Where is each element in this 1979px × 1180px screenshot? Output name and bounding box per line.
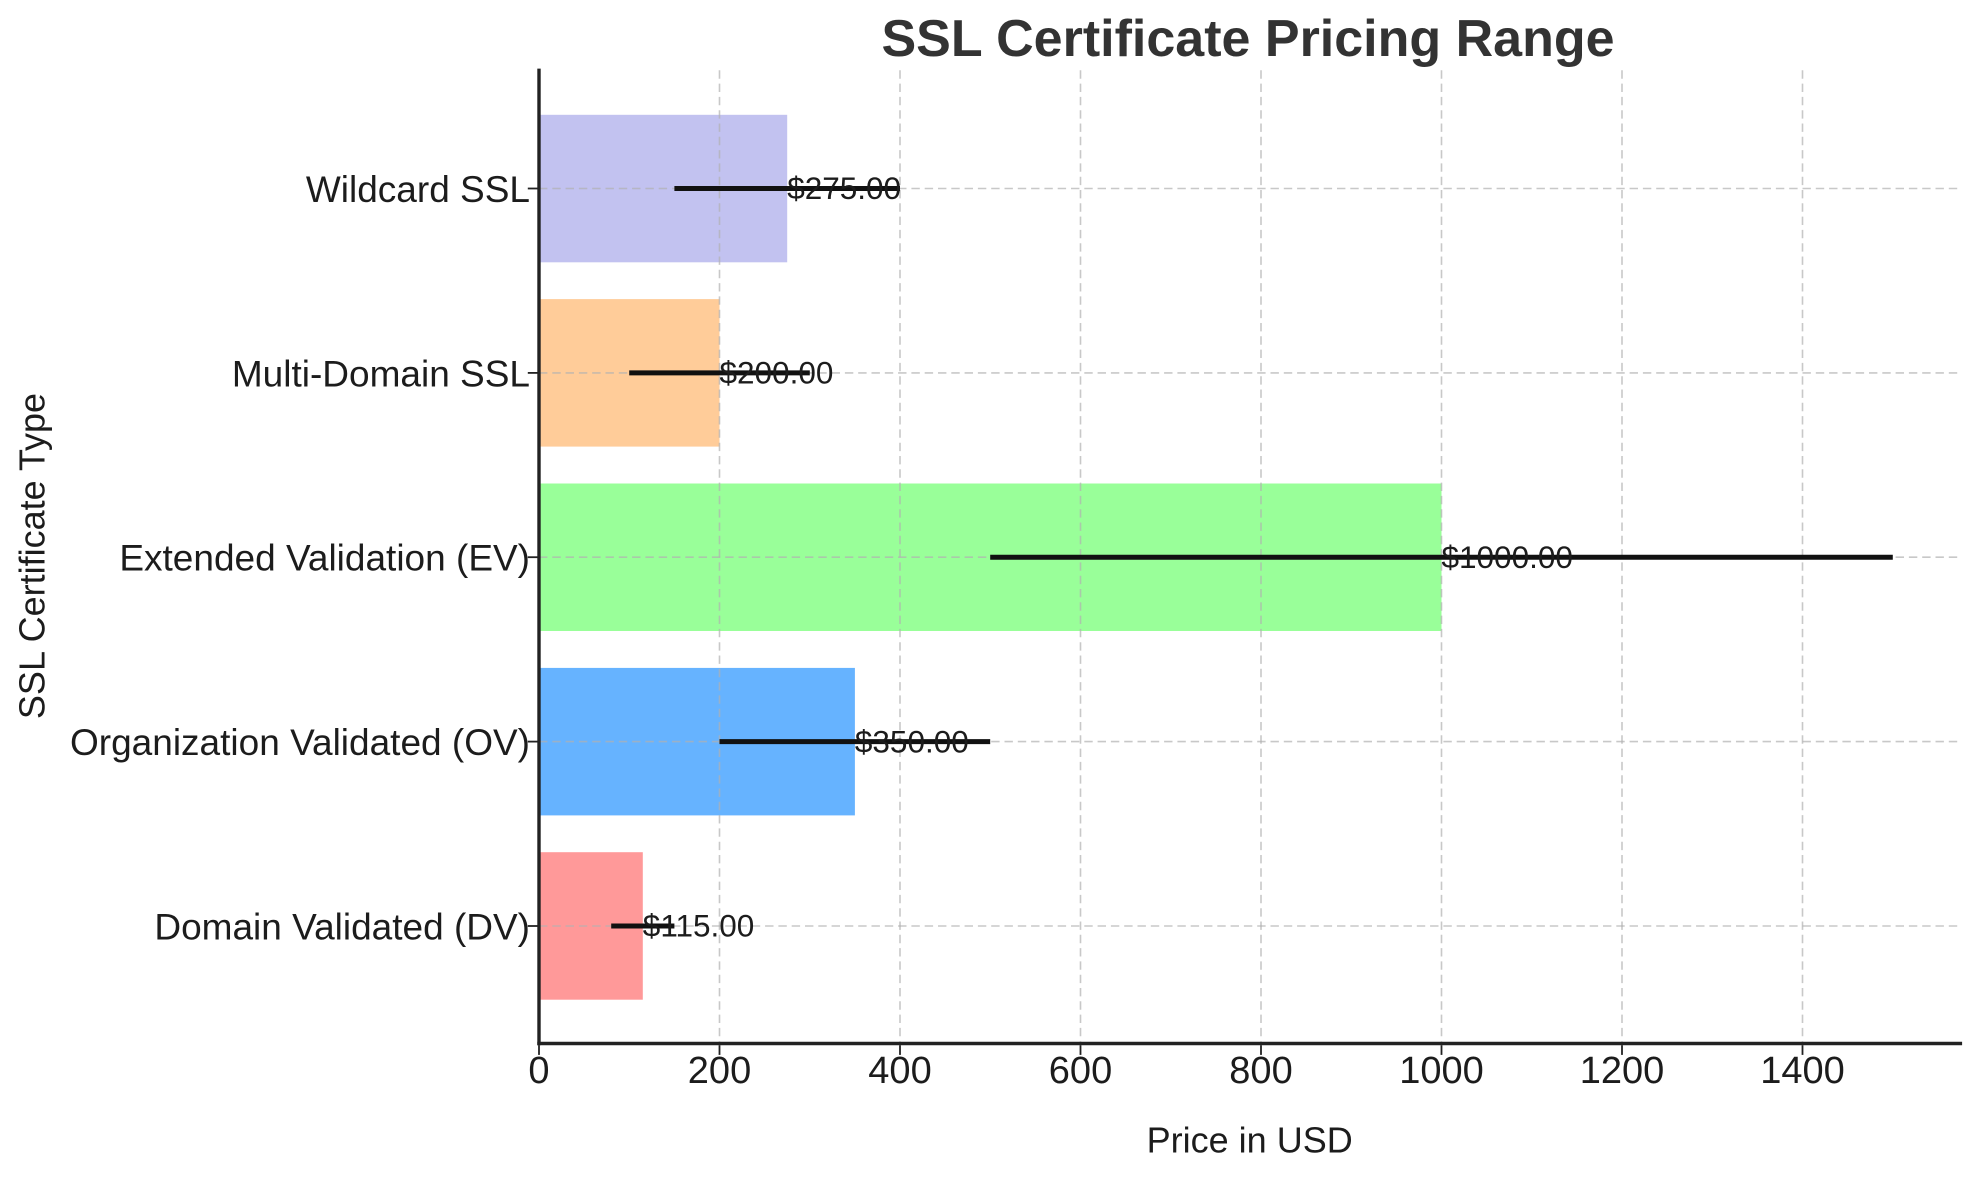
svg-text:1200: 1200 xyxy=(1580,1050,1665,1092)
svg-text:400: 400 xyxy=(868,1050,931,1092)
svg-text:0: 0 xyxy=(528,1050,549,1092)
svg-text:Multi-Domain SSL: Multi-Domain SSL xyxy=(232,353,530,394)
svg-text:Price in USD: Price in USD xyxy=(1147,1120,1353,1161)
svg-text:SSL Certificate Pricing Range: SSL Certificate Pricing Range xyxy=(881,10,1614,68)
svg-text:1000: 1000 xyxy=(1399,1050,1484,1092)
svg-text:$1000.00: $1000.00 xyxy=(1442,539,1573,575)
svg-text:200: 200 xyxy=(688,1050,751,1092)
svg-text:Organization Validated (OV): Organization Validated (OV) xyxy=(70,722,530,763)
svg-text:SSL Certificate Type: SSL Certificate Type xyxy=(12,393,53,719)
svg-text:Extended Validation (EV): Extended Validation (EV) xyxy=(119,538,530,579)
svg-text:Domain Validated (DV): Domain Validated (DV) xyxy=(154,906,530,947)
svg-text:600: 600 xyxy=(1049,1050,1112,1092)
svg-text:800: 800 xyxy=(1229,1050,1292,1092)
svg-text:Wildcard SSL: Wildcard SSL xyxy=(306,169,530,210)
svg-text:1400: 1400 xyxy=(1760,1050,1845,1092)
svg-text:$200.00: $200.00 xyxy=(720,355,834,391)
svg-text:$115.00: $115.00 xyxy=(643,908,755,944)
svg-text:$275.00: $275.00 xyxy=(787,170,901,206)
svg-text:$350.00: $350.00 xyxy=(855,723,969,759)
